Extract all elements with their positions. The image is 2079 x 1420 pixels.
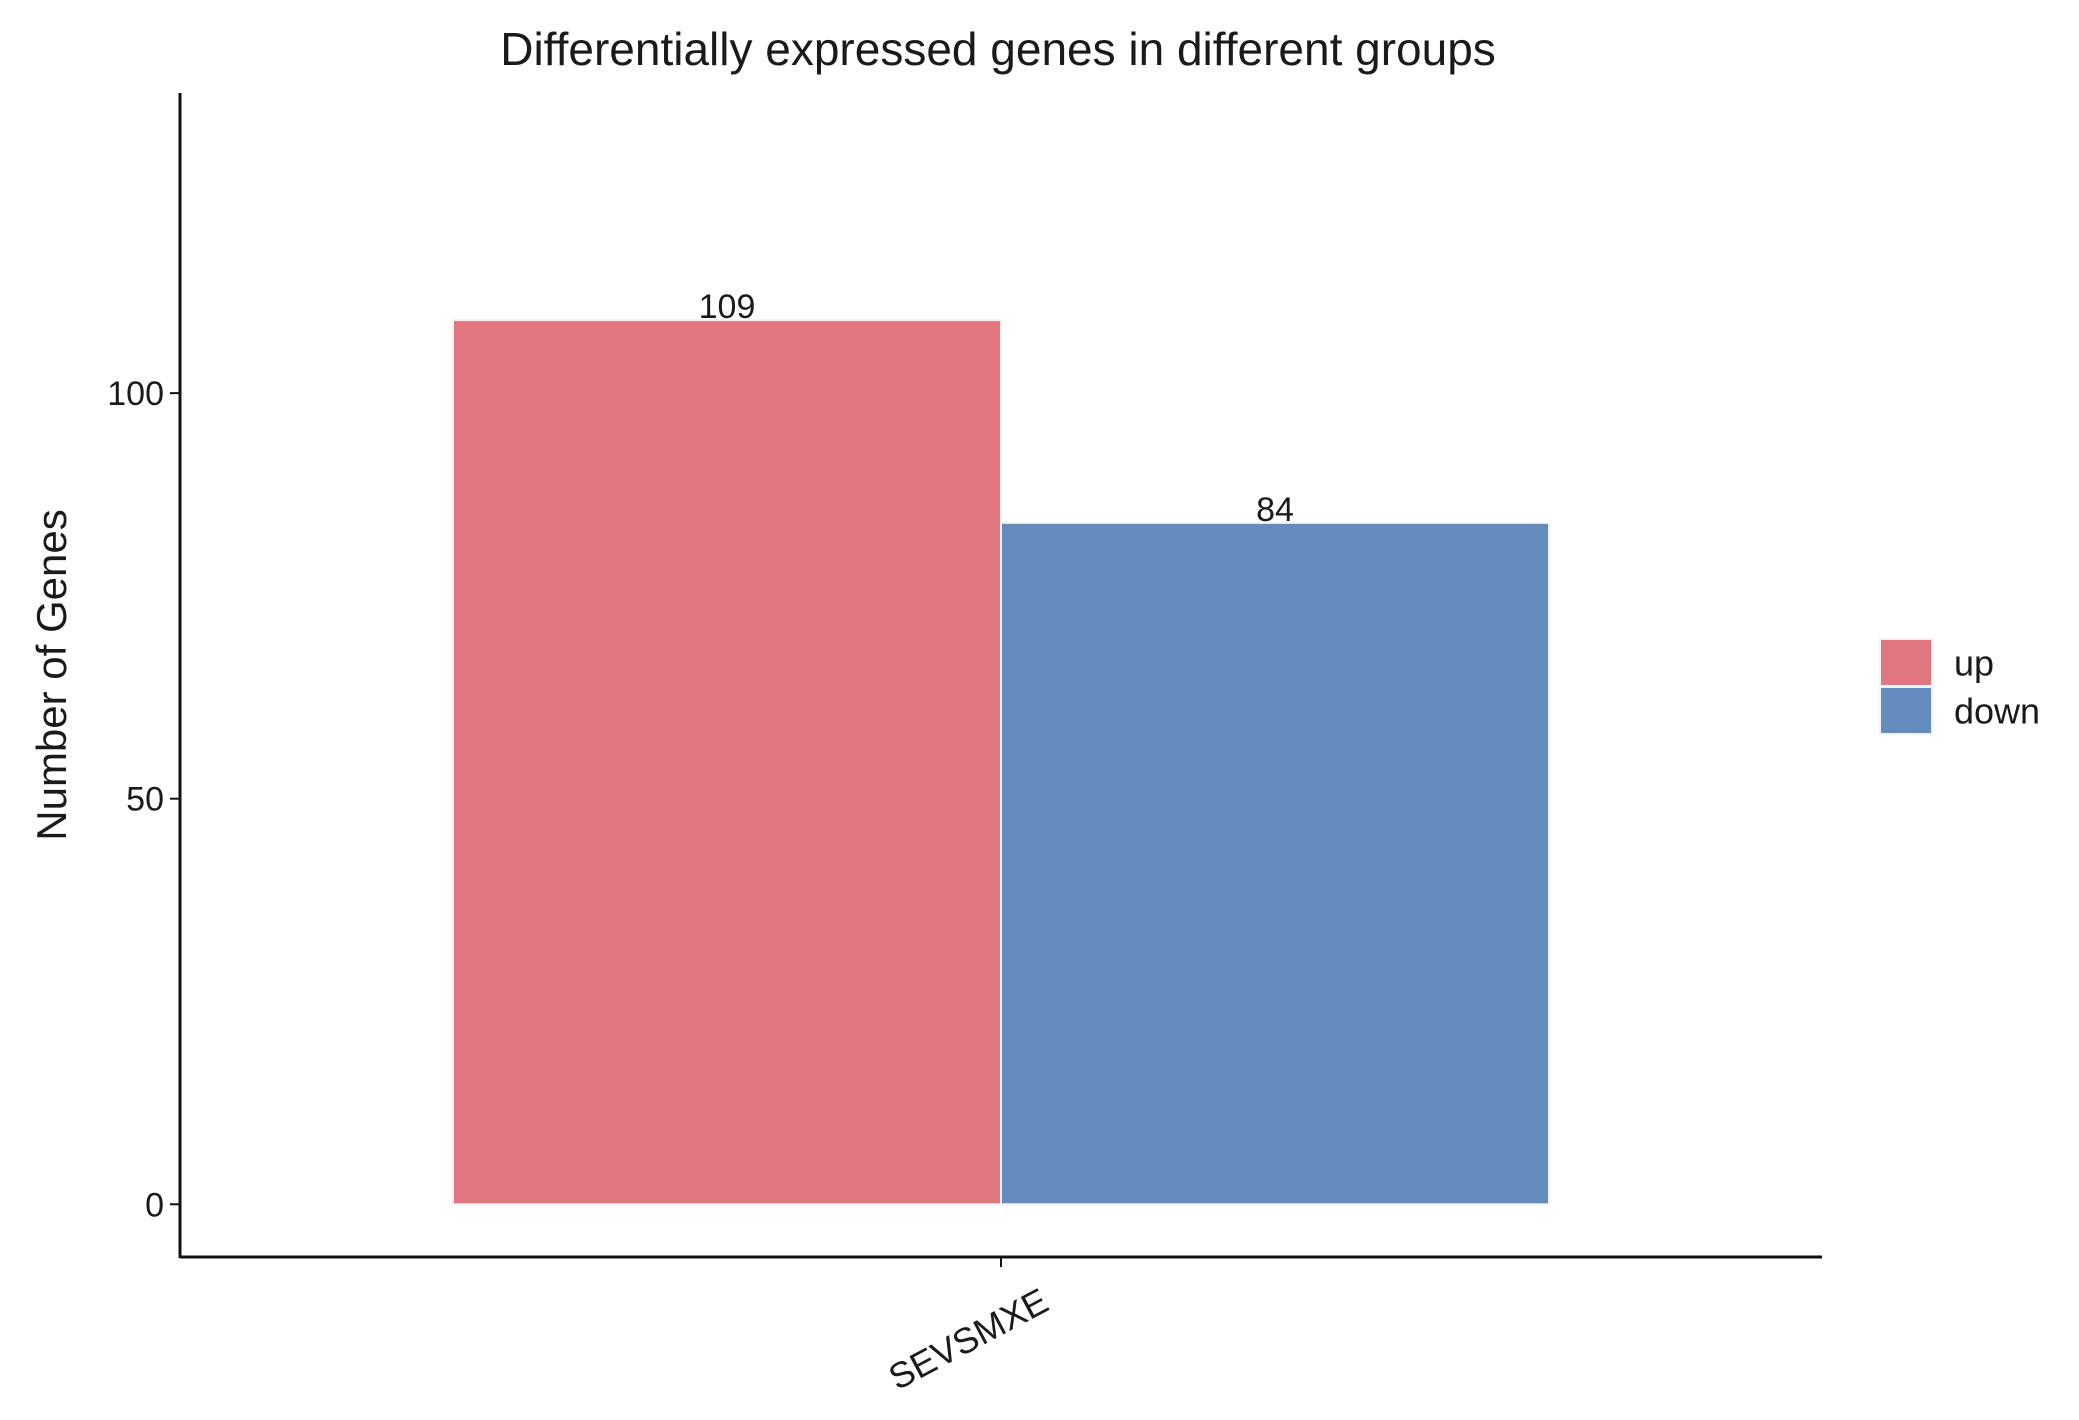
bar-down <box>1000 521 1550 1206</box>
data-label-up: 109 <box>699 288 756 326</box>
x-tick-label: SEVSMXE <box>882 1280 1055 1398</box>
y-tick-label: 100 <box>107 375 164 413</box>
plot-area: 0 50 100 109 84 SEVSMXE <box>107 288 1550 1398</box>
legend-label-up: up <box>1954 643 1994 684</box>
y-tick-label: 0 <box>145 1186 164 1224</box>
data-label-down: 84 <box>1256 491 1294 529</box>
legend-label-down: down <box>1954 691 2040 732</box>
chart-title: Differentially expressed genes in differ… <box>500 23 1496 75</box>
legend: up down <box>1879 638 2040 735</box>
bar-up <box>452 319 1002 1206</box>
y-tick-label: 50 <box>126 781 164 819</box>
y-axis-label: Number of Genes <box>28 509 75 841</box>
legend-key-up <box>1879 638 1933 687</box>
legend-key-down <box>1879 686 1933 735</box>
